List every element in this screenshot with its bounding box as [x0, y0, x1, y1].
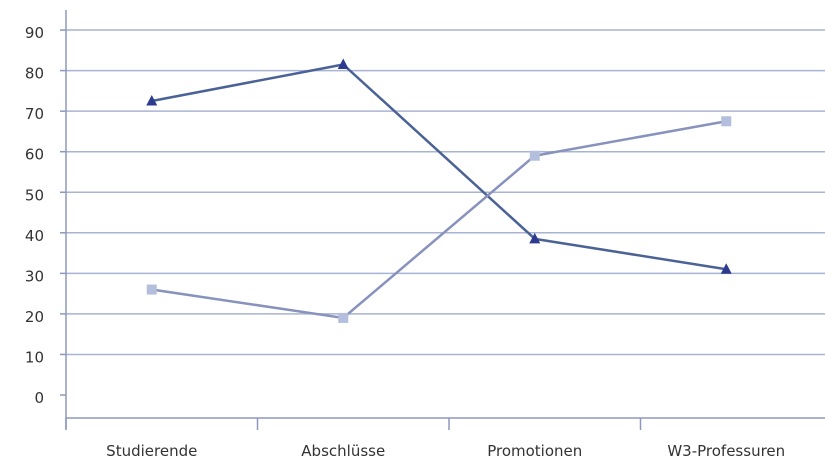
y-tick-label-10: 10	[25, 348, 44, 366]
y-tick-label-100: 100	[15, 0, 44, 2]
y-tick-label-90: 90	[25, 24, 44, 42]
series-2-line	[151, 120, 727, 320]
series-2-point-1	[146, 284, 157, 295]
y-tick-label-20: 20	[25, 308, 44, 326]
series-1-line	[151, 63, 727, 271]
series-1-point-1	[146, 94, 158, 106]
series-1-point-4	[720, 263, 732, 274]
x-category-label-4: W3-Professuren	[667, 442, 785, 460]
y-tick-label-40: 40	[25, 227, 44, 245]
series-2-point-3	[529, 150, 540, 161]
x-category-label-2: Abschlüsse	[301, 442, 385, 460]
series-1-point-2	[337, 58, 349, 69]
series-2-point-2	[338, 312, 349, 323]
y-tick-label-0: 0	[34, 389, 44, 407]
y-tick-label-70: 70	[25, 105, 44, 123]
series-1-point-3	[529, 232, 541, 244]
x-category-label-1: Studierende	[106, 442, 197, 460]
y-tick-label-50: 50	[25, 186, 44, 204]
y-tick-label-30: 30	[25, 267, 44, 285]
x-category-label-3: Promotionen	[487, 442, 582, 460]
series-2-point-4	[721, 116, 732, 127]
y-tick-label-80: 80	[25, 65, 44, 83]
y-tick-label-60: 60	[25, 146, 44, 164]
